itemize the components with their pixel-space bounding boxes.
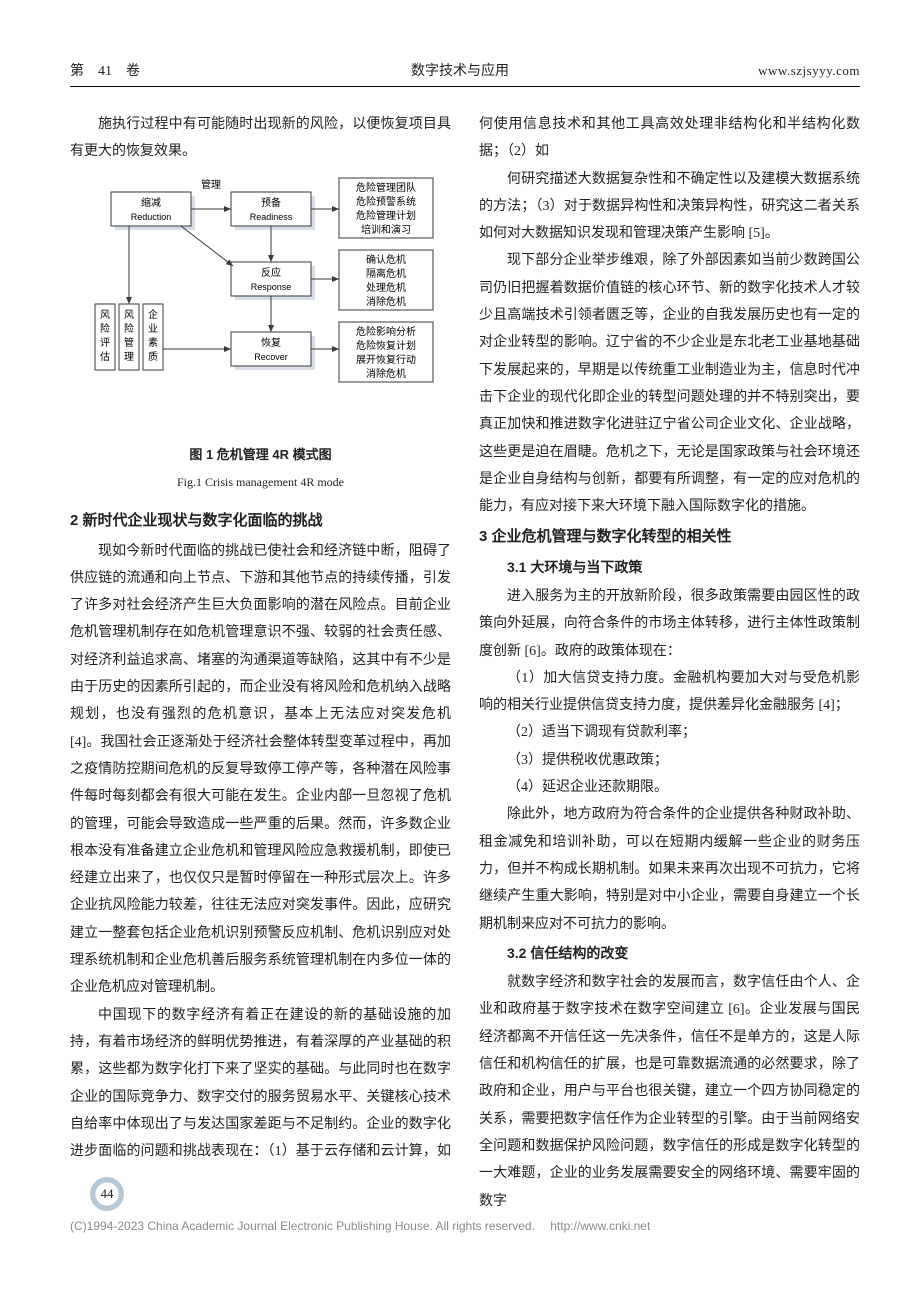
figure-caption-zh: 图 1 危机管理 4R 模式图 <box>70 442 451 467</box>
box-recover-en: Recover <box>254 352 288 362</box>
section-3-1-item3: （3）提供税收优惠政策； <box>479 747 860 774</box>
box-readiness-en: Readiness <box>249 212 292 222</box>
svg-text:危险管理计划: 危险管理计划 <box>356 209 416 222</box>
header-rule <box>70 86 860 87</box>
section-3-title: 3 企业危机管理与数字化转型的相关性 <box>479 522 860 551</box>
edge-label-mgmt: 管理 <box>201 178 221 191</box>
svg-text:处理危机: 处理危机 <box>366 281 406 294</box>
svg-text:危险管理团队: 危险管理团队 <box>356 181 416 194</box>
svg-text:消除危机: 消除危机 <box>366 295 406 308</box>
svg-text:隔离危机: 隔离危机 <box>366 267 406 280</box>
box-response-en: Response <box>250 282 291 292</box>
crisis-4r-diagram: 缩减 Reduction 预备 Readiness 反应 Response 恢复… <box>81 174 441 434</box>
svg-text:风: 风 <box>100 309 110 321</box>
section-3-1-title: 3.1 大环境与当下政策 <box>479 554 860 581</box>
section-3-1-item1: （1）加大信贷支持力度。金融机构要加大对与受危机影响的相关行业提供信贷支持力度，… <box>479 665 860 720</box>
svg-text:展开恢复行动: 展开恢复行动 <box>356 353 416 366</box>
footer-copyright: (C)1994-2023 China Academic Journal Elec… <box>70 1219 535 1233</box>
svg-text:素: 素 <box>148 336 158 349</box>
volume-label: 第 41 卷 <box>70 60 140 80</box>
body-columns: 施执行过程中有可能随时出现新的风险，以便恢复项目具有更大的恢复效果。 缩减 Re… <box>70 111 860 1215</box>
intro-para: 施执行过程中有可能随时出现新的风险，以便恢复项目具有更大的恢复效果。 <box>70 111 451 166</box>
page-number-badge: 44 <box>90 1177 124 1211</box>
svg-text:评: 评 <box>100 337 110 349</box>
section-3-1-item2: （2）适当下调现有贷款利率； <box>479 719 860 746</box>
svg-text:险: 险 <box>124 322 134 335</box>
box-response-zh: 反应 <box>261 266 281 279</box>
page-header: 第 41 卷 数字技术与应用 www.szjsyyy.com <box>70 60 860 80</box>
svg-text:企: 企 <box>148 308 158 321</box>
figure-1: 缩减 Reduction 预备 Readiness 反应 Response 恢复… <box>70 174 451 495</box>
section-3-1-item4: （4）延迟企业还款期限。 <box>479 774 860 801</box>
svg-text:估: 估 <box>100 350 110 363</box>
figure-caption-en: Fig.1 Crisis management 4R mode <box>70 471 451 494</box>
footer-url: http://www.cnki.net <box>550 1219 650 1233</box>
svg-text:确认危机: 确认危机 <box>366 253 406 266</box>
footer-note: (C)1994-2023 China Academic Journal Elec… <box>70 1219 650 1233</box>
section-2-p1: 现如今新时代面临的挑战已使社会和经济链中断，阻碍了供应链的流通和向上节点、下游和… <box>70 538 451 1002</box>
svg-text:危险恢复计划: 危险恢复计划 <box>356 339 416 352</box>
svg-text:培训和演习: 培训和演习 <box>361 223 411 236</box>
section-3-1-p2: 除此外，地方政府为符合条件的企业提供各种财政补助、租金减免和培训补助，可以在短期… <box>479 801 860 937</box>
right-p1b: 现下部分企业举步维艰，除了外部因素如当前少数跨国公司仍旧把握着数据价值链的核心环… <box>479 247 860 520</box>
section-3-2-p1: 就数字经济和数字社会的发展而言，数字信任由个人、企业和政府基于数字技术在数字空间… <box>479 969 860 1215</box>
header-url: www.szjsyyy.com <box>758 63 860 79</box>
svg-text:危险影响分析: 危险影响分析 <box>356 325 416 338</box>
svg-text:理: 理 <box>124 351 134 363</box>
section-2-title: 2 新时代企业现状与数字化面临的挑战 <box>70 506 451 535</box>
svg-text:管: 管 <box>124 336 134 349</box>
svg-text:危险预警系统: 危险预警系统 <box>356 195 416 208</box>
svg-text:险: 险 <box>100 322 110 335</box>
svg-text:业: 业 <box>148 323 158 335</box>
section-3-1-p1: 进入服务为主的开放新阶段，很多政策需要由园区性的政策向外延展，向符合条件的市场主… <box>479 583 860 665</box>
box-recover-zh: 恢复 <box>261 336 281 349</box>
box-reduction-en: Reduction <box>130 212 171 222</box>
right-p1a: 何研究描述大数据复杂性和不确定性以及建模大数据系统的方法；（3）对于数据异构性和… <box>479 166 860 248</box>
box-reduction-zh: 缩减 <box>141 196 161 209</box>
svg-text:质: 质 <box>148 351 158 363</box>
section-3-2-title: 3.2 信任结构的改变 <box>479 940 860 967</box>
page-number: 44 <box>101 1186 114 1202</box>
svg-text:消除危机: 消除危机 <box>366 367 406 380</box>
svg-text:风: 风 <box>124 309 134 321</box>
box-readiness-zh: 预备 <box>261 196 281 209</box>
